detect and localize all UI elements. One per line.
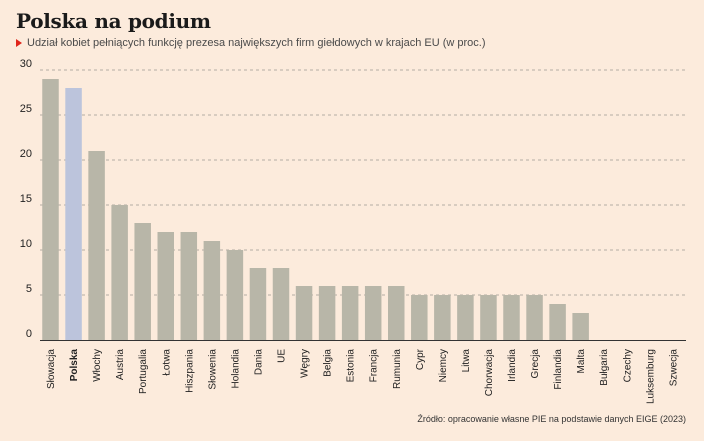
- y-tick-label: 0: [26, 328, 32, 340]
- x-tick-label: Litwa: [461, 349, 472, 373]
- y-tick-label: 20: [20, 148, 32, 160]
- x-tick-label: Dania: [253, 349, 264, 376]
- x-tick-label: Estonia: [346, 349, 357, 383]
- bar: [457, 295, 474, 340]
- bar: [272, 268, 290, 340]
- bar: [157, 232, 174, 340]
- bar: [549, 304, 566, 340]
- bar: [88, 151, 105, 340]
- bar: [134, 223, 151, 340]
- bar: [111, 205, 128, 340]
- y-tick-label: 30: [20, 58, 32, 70]
- bar: [42, 79, 59, 340]
- x-tick-label: Szwecja: [668, 349, 679, 387]
- bar: [388, 286, 405, 340]
- x-tick-label: Polska: [69, 349, 80, 382]
- x-tick-label: Czechy: [622, 349, 633, 382]
- x-tick-label: UE: [277, 349, 288, 363]
- x-axis-labels: Słowacja Polska Włochy Austria Portugalia Łot…: [46, 348, 679, 404]
- subtitle-row: Udział kobiet pełniących funkcję prezesa…: [16, 37, 486, 49]
- x-tick-label: Hiszpania: [184, 349, 195, 393]
- x-tick-label: Austria: [115, 349, 126, 381]
- bar: [364, 286, 382, 340]
- x-tick-label: Luksemburg: [645, 349, 656, 404]
- x-tick-label: Francja: [369, 349, 380, 383]
- bar: [180, 232, 198, 340]
- x-tick-label: Łotwa: [161, 349, 172, 376]
- bar: [434, 295, 451, 340]
- bar: [295, 286, 313, 340]
- bar: [249, 268, 267, 340]
- x-tick-label: Węgry: [300, 349, 311, 378]
- x-tick-label: Grecja: [530, 349, 541, 379]
- x-tick-label: Holandia: [230, 349, 241, 389]
- bar: [411, 295, 428, 340]
- bar: [341, 286, 359, 340]
- x-tick-label: Rumunia: [392, 349, 403, 389]
- subtitle-marker-icon: [16, 39, 22, 47]
- x-tick-label: Irlandia: [507, 349, 518, 382]
- y-tick-label: 15: [20, 193, 32, 205]
- bars: [42, 79, 589, 340]
- bar: [526, 295, 543, 340]
- x-tick-label: Cypr: [415, 348, 426, 370]
- bar: [480, 295, 497, 340]
- x-tick-label: Bułgaria: [599, 349, 610, 386]
- y-tick-label: 5: [26, 283, 32, 295]
- bar: [226, 250, 244, 340]
- y-axis-ticks: 0 5 10 15 20 25 30: [20, 58, 32, 340]
- chart-subtitle: Udział kobiet pełniących funkcję prezesa…: [27, 37, 486, 49]
- x-tick-label: Chorwacja: [484, 349, 495, 397]
- y-tick-label: 10: [20, 238, 32, 250]
- bar: [503, 295, 520, 340]
- x-tick-label: Belgia: [323, 349, 334, 377]
- x-tick-label: Finlandia: [553, 349, 564, 390]
- y-tick-label: 25: [20, 103, 32, 115]
- bar: [65, 88, 82, 340]
- source-note: Źródło: opracowanie własne PIE na podsta…: [417, 414, 686, 424]
- x-tick-label: Niemcy: [438, 349, 449, 382]
- bar: [318, 286, 336, 340]
- x-tick-label: Włochy: [92, 349, 103, 382]
- chart-title: Polska na podium: [16, 9, 211, 33]
- x-tick-label: Słowenia: [207, 349, 218, 390]
- x-tick-label: Słowacja: [46, 349, 57, 389]
- bar: [203, 241, 221, 340]
- bar: [572, 313, 589, 340]
- x-tick-label: Malta: [576, 349, 587, 374]
- x-tick-label: Portugalia: [138, 349, 149, 394]
